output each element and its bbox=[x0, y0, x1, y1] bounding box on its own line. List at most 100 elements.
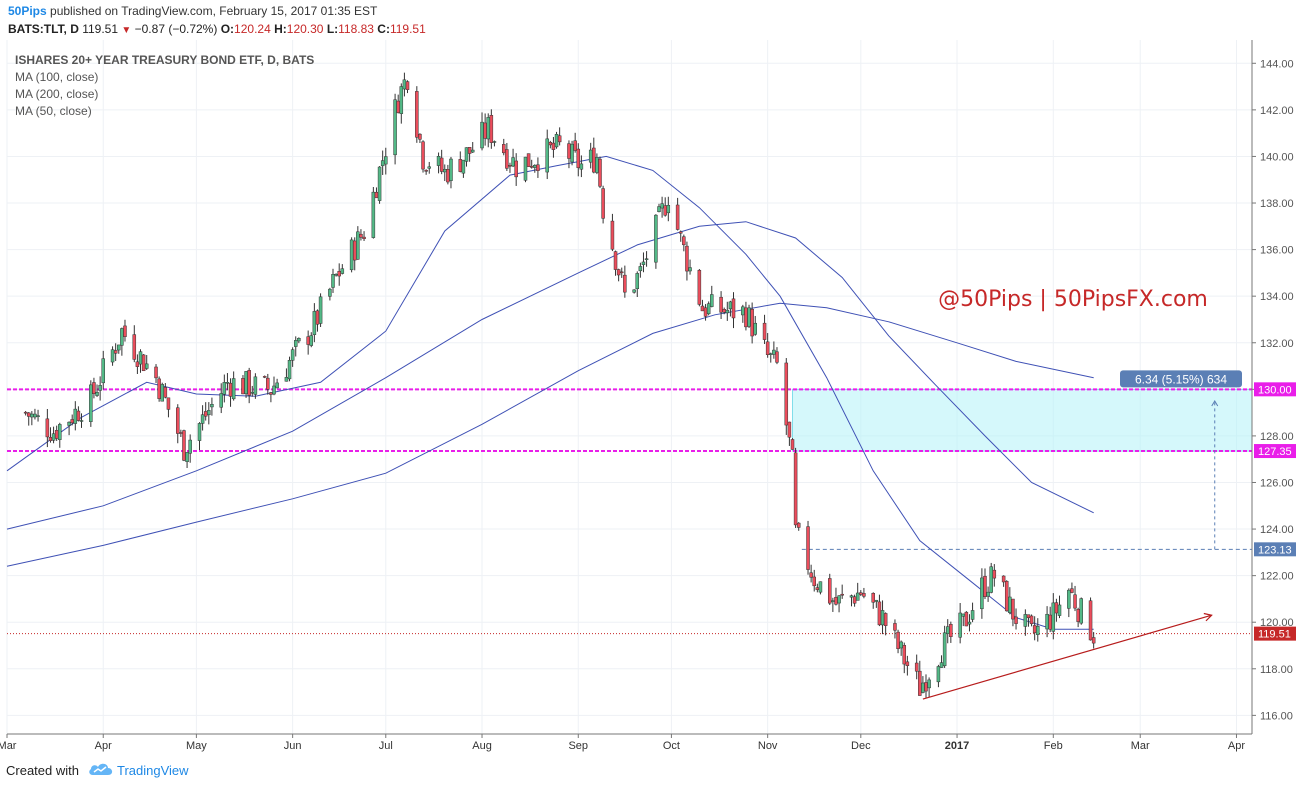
candle-body bbox=[523, 156, 528, 181]
y-tick-label: 126.00 bbox=[1260, 477, 1294, 489]
y-tick-label: 116.00 bbox=[1260, 710, 1293, 722]
candle-body bbox=[942, 632, 947, 667]
candle-body bbox=[787, 421, 792, 438]
low-value: 118.83 bbox=[338, 22, 374, 36]
candle-body bbox=[272, 385, 276, 395]
candle-body bbox=[337, 271, 341, 277]
candle-body bbox=[660, 203, 664, 209]
level-price-label: 127.35 bbox=[1258, 446, 1292, 458]
low-label: L: bbox=[326, 22, 339, 36]
candle-body bbox=[1032, 625, 1037, 634]
candle-body bbox=[222, 382, 227, 395]
candle-body bbox=[849, 595, 854, 598]
y-tick-label: 140.00 bbox=[1260, 151, 1294, 163]
x-tick-label: Apr bbox=[1228, 740, 1245, 752]
legend-ma-200[interactable]: MA (200, close) bbox=[15, 87, 98, 101]
chart-area[interactable]: 6.34 (5.15%) 634 116.00 118.00 120.00 122.0… bbox=[0, 40, 1303, 752]
candle-body bbox=[384, 156, 388, 165]
candle-body bbox=[30, 413, 34, 418]
candle-body bbox=[871, 592, 875, 603]
candle-body bbox=[101, 358, 105, 384]
tradingview-cloud-icon[interactable] bbox=[88, 761, 114, 777]
candle-body bbox=[1048, 614, 1052, 630]
candle-body bbox=[197, 423, 202, 441]
candle-body bbox=[958, 612, 962, 638]
candle-body bbox=[110, 349, 115, 363]
y-tick-label: 144.00 bbox=[1260, 58, 1294, 70]
candle-body bbox=[135, 361, 140, 367]
candle-body bbox=[812, 576, 816, 587]
legend: ISHARES 20+ YEAR TREASURY BOND ETF, D, B… bbox=[15, 53, 314, 118]
candle-body bbox=[402, 79, 407, 90]
candle-body bbox=[980, 577, 984, 610]
candle-body bbox=[837, 595, 841, 604]
tradingview-brand[interactable]: TradingView bbox=[117, 763, 189, 778]
candle-body bbox=[436, 156, 441, 166]
candle-body bbox=[318, 296, 323, 324]
legend-ma-100[interactable]: MA (100, close) bbox=[15, 70, 98, 84]
candle-body bbox=[92, 382, 96, 394]
candle-body bbox=[231, 378, 236, 400]
candle-body bbox=[371, 191, 376, 238]
candle-body bbox=[458, 159, 463, 172]
candle-body bbox=[682, 236, 686, 246]
candle-body bbox=[1001, 575, 1006, 583]
candle-body bbox=[927, 679, 931, 689]
candle-body bbox=[470, 149, 475, 153]
candle-body bbox=[992, 569, 997, 579]
ma-line bbox=[6, 155, 1094, 630]
candle-body bbox=[73, 408, 78, 424]
candle-body bbox=[67, 421, 71, 426]
candle-body bbox=[638, 266, 643, 272]
candle-body bbox=[253, 376, 258, 395]
candle-body bbox=[688, 267, 692, 272]
candle-body bbox=[23, 411, 28, 414]
candle-body bbox=[765, 341, 770, 355]
candle-body bbox=[936, 666, 941, 683]
x-tick-label: 2017 bbox=[945, 740, 969, 752]
candle-body bbox=[312, 311, 317, 335]
candle-body bbox=[113, 350, 118, 354]
candle-body bbox=[852, 596, 857, 604]
candle-body bbox=[905, 661, 910, 666]
candle-body bbox=[76, 410, 81, 421]
candle-body bbox=[663, 205, 667, 216]
candle-body bbox=[45, 418, 50, 438]
candle-body bbox=[567, 143, 571, 159]
candle-body bbox=[703, 307, 708, 317]
candle-body bbox=[297, 337, 301, 342]
close-value: 119.51 bbox=[389, 22, 426, 36]
x-tick-label: Nov bbox=[758, 740, 778, 752]
candle-body bbox=[461, 159, 466, 174]
candle-body bbox=[247, 370, 251, 396]
candle-body bbox=[675, 204, 680, 230]
candle-body bbox=[70, 419, 74, 424]
publisher-link[interactable]: 50Pips bbox=[8, 4, 47, 18]
candle-body bbox=[331, 274, 335, 288]
candle-body bbox=[818, 581, 823, 593]
candle-body bbox=[219, 393, 223, 408]
candle-body bbox=[293, 340, 298, 347]
candle-body bbox=[290, 349, 295, 361]
candle-body bbox=[1023, 614, 1028, 627]
x-axis-ticks[interactable]: Mar Apr May Jun Jul Aug Sep Oct Nov Dec 2017 Feb Mar… bbox=[0, 734, 1245, 752]
candle-body bbox=[983, 575, 987, 598]
current-price-label-bg bbox=[1254, 626, 1296, 641]
candle-body bbox=[467, 147, 472, 154]
legend-ma-50[interactable]: MA (50, close) bbox=[15, 104, 92, 118]
axes bbox=[7, 40, 1253, 735]
candle-body bbox=[595, 157, 599, 173]
candle-body bbox=[250, 391, 255, 394]
candle-body bbox=[405, 81, 410, 90]
candle-body bbox=[154, 366, 158, 379]
candle-body bbox=[601, 188, 605, 219]
candle-body bbox=[200, 414, 205, 424]
candle-body bbox=[241, 378, 245, 395]
published-text: published on TradingView.com, February 1… bbox=[46, 4, 378, 18]
y-tick-label: 128.00 bbox=[1260, 431, 1294, 443]
candle-body bbox=[725, 309, 730, 314]
x-tick-label: Oct bbox=[663, 740, 680, 752]
candle-body bbox=[123, 325, 127, 337]
x-tick-label: Mar bbox=[1131, 740, 1150, 752]
candle-body bbox=[728, 301, 733, 310]
